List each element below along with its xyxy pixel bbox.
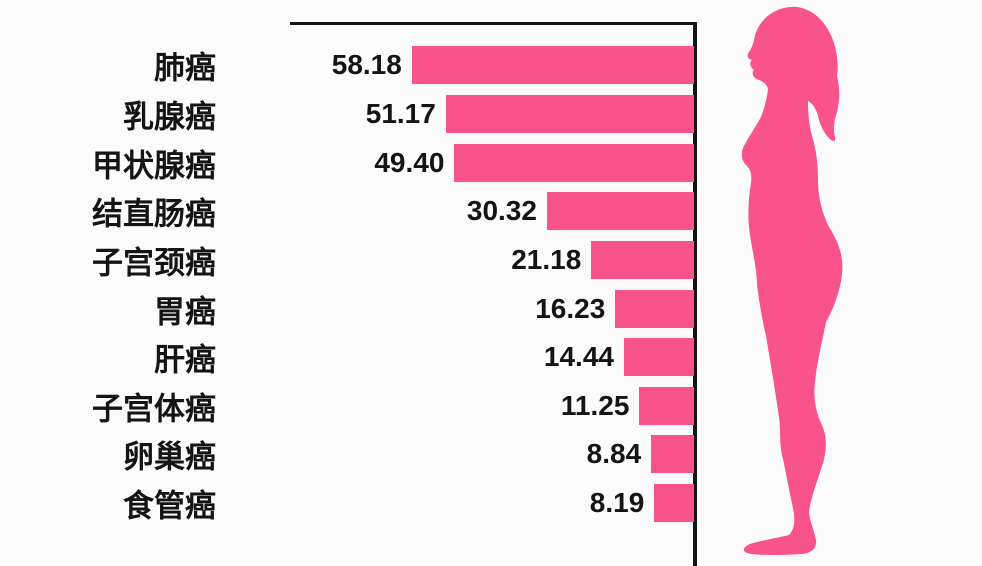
value-label: 16.23 (535, 292, 606, 324)
bar (591, 240, 694, 279)
category-label: 卵巢癌 (123, 439, 216, 475)
bar (411, 46, 694, 85)
woman-silhouette (741, 6, 843, 555)
category-label: 肺癌 (154, 50, 216, 86)
value-label: 58.18 (331, 49, 402, 81)
bar (546, 192, 694, 231)
value-label: 51.17 (365, 97, 436, 129)
bar (654, 484, 694, 523)
bar (651, 435, 694, 474)
woman-silhouette-shape (741, 6, 843, 555)
value-label: 8.84 (586, 438, 642, 470)
value-label: 49.40 (374, 146, 445, 178)
category-label: 甲状腺癌 (92, 148, 216, 184)
value-label: 30.32 (466, 195, 537, 227)
category-label: 胃癌 (154, 294, 216, 329)
value-label: 8.19 (589, 487, 645, 519)
bar (623, 338, 694, 377)
category-label: 子宫体癌 (92, 391, 216, 427)
chart-right-axis (693, 22, 697, 566)
category-label: 肝癌 (154, 342, 216, 378)
value-label: 11.25 (560, 389, 630, 421)
bar (445, 94, 694, 133)
category-label: 结直肠癌 (92, 196, 216, 232)
value-label: 21.18 (511, 243, 582, 275)
value-label: 14.44 (543, 341, 614, 373)
bar (615, 289, 694, 328)
bar (639, 386, 694, 425)
category-label: 食管癌 (123, 488, 216, 524)
category-label: 乳腺癌 (123, 99, 216, 135)
bar (454, 143, 694, 182)
chart-top-border (290, 22, 697, 25)
category-label: 子宫颈癌 (92, 245, 216, 281)
